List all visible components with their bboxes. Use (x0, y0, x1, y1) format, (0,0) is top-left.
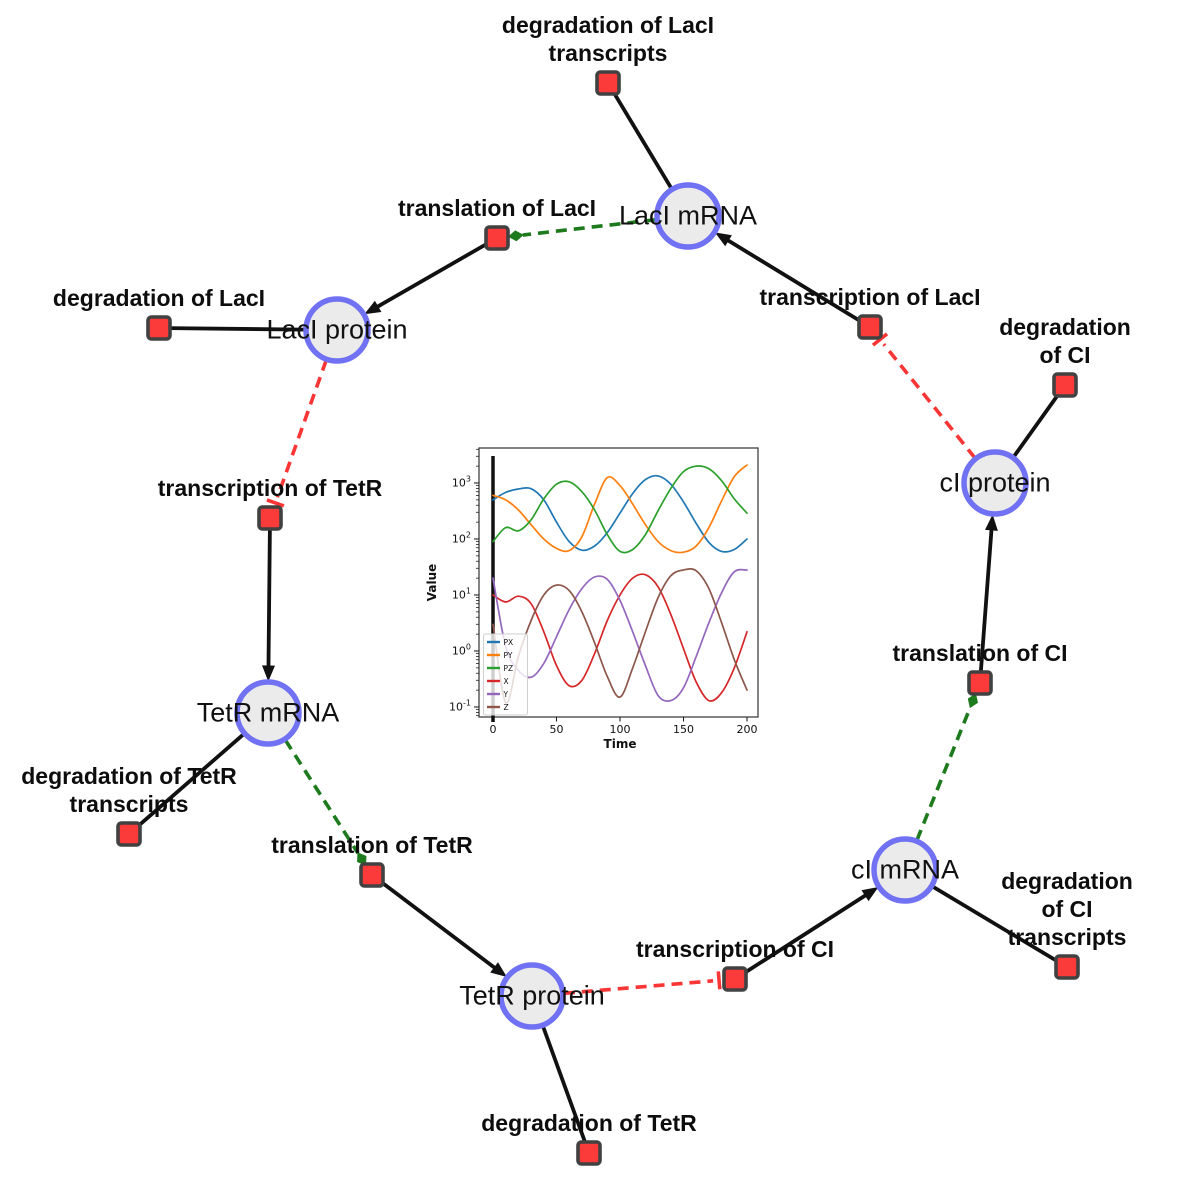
x-axis-title: Time (604, 737, 637, 751)
reaction-node-translation-ci (967, 670, 993, 696)
reaction-node-transcription-ci (722, 966, 748, 992)
production-edge-translation-tetr-tetr-protein (380, 880, 507, 977)
consumption-edge-ci-mrna-degradation-ci-transcripts (930, 884, 1060, 964)
series-X (492, 573, 748, 702)
x-tick-label: 150 (673, 723, 694, 736)
y-axis-title: Value (425, 564, 439, 602)
species-node-tetr-protein (498, 962, 566, 1030)
production-edge-transcription-ci-ci-mrna (744, 887, 879, 975)
series-Y (492, 568, 748, 703)
production-edge-transcription-laci-laci-mrna (714, 232, 861, 323)
x-tick-label: 200 (737, 723, 758, 736)
consumption-edge-laci-protein-degradation-laci (168, 326, 307, 332)
y-tick-label: 103 (452, 475, 471, 490)
reaction-edges (135, 90, 1061, 1145)
inhibition-edge-laci-protein-transcription-tetr (266, 359, 328, 508)
reaction-node-degradation-tetr (576, 1140, 602, 1166)
production-edge-transcription-tetr-tetr-mrna (262, 529, 275, 682)
consumption-edge-ci-protein-degradation-ci (1011, 392, 1061, 459)
y-tick-label: 100 (452, 643, 471, 658)
legend-label-X: X (504, 677, 509, 686)
reaction-node-degradation-laci (146, 315, 172, 341)
species-node-laci-protein (303, 296, 371, 364)
reaction-node-degradation-ci-transcripts (1054, 954, 1080, 980)
legend-label-Y: Y (503, 690, 509, 699)
modifier-edge-laci-mrna-translation-laci (507, 217, 657, 242)
legend-label-Z: Z (504, 703, 509, 712)
reaction-node-translation-tetr (359, 862, 385, 888)
consumption-edge-tetr-protein-degradation-tetr (540, 1024, 588, 1145)
reaction-node-transcription-laci (857, 314, 883, 340)
inhibition-edge-ci-protein-transcription-laci (871, 332, 977, 460)
series-Z (492, 568, 748, 704)
species-node-tetr-mrna (234, 679, 302, 747)
series-PZ (492, 465, 748, 554)
consumption-edge-laci-mrna-degradation-laci-transcripts (611, 90, 674, 191)
inhibition-edge-tetr-protein-transcription-ci (563, 971, 722, 996)
species-node-ci-protein (961, 449, 1029, 517)
species-node-ci-mrna (871, 836, 939, 904)
legend-label-PZ: PZ (504, 664, 514, 673)
reaction-node-degradation-ci (1052, 372, 1078, 398)
reaction-node-transcription-tetr (257, 505, 283, 531)
production-edge-translation-laci-laci-protein (364, 242, 488, 315)
time-course-plot: 103 102 101 100 10-1 0 50 100 150 200 Time Value PX P… (425, 447, 759, 751)
y-tick-label: 102 (452, 531, 471, 546)
chart-axes-box (478, 447, 759, 718)
consumption-edge-tetr-mrna-degradation-tetr-transcripts (135, 731, 246, 829)
series-PX (492, 474, 748, 553)
network-nodes (116, 70, 1080, 1166)
series-PY (492, 464, 748, 554)
x-tick-label: 100 (610, 723, 631, 736)
x-tick-label: 50 (550, 723, 564, 736)
x-tick-label: 0 (490, 723, 497, 736)
species-node-laci-mrna (654, 182, 722, 250)
legend-label-PY: PY (504, 651, 513, 660)
legend-label-PX: PX (504, 638, 514, 647)
y-tick-label: 10-1 (449, 699, 471, 714)
reaction-node-degradation-tetr-transcripts (116, 821, 142, 847)
reaction-node-degradation-laci-transcripts (595, 70, 621, 96)
modifier-edge-tetr-mrna-translation-tetr (283, 738, 367, 866)
modifier-edge-ci-mrna-translation-ci (915, 693, 978, 841)
production-edge-translation-ci-ci-protein (979, 514, 998, 672)
reaction-node-translation-laci (484, 225, 510, 251)
y-tick-label: 101 (452, 587, 471, 602)
